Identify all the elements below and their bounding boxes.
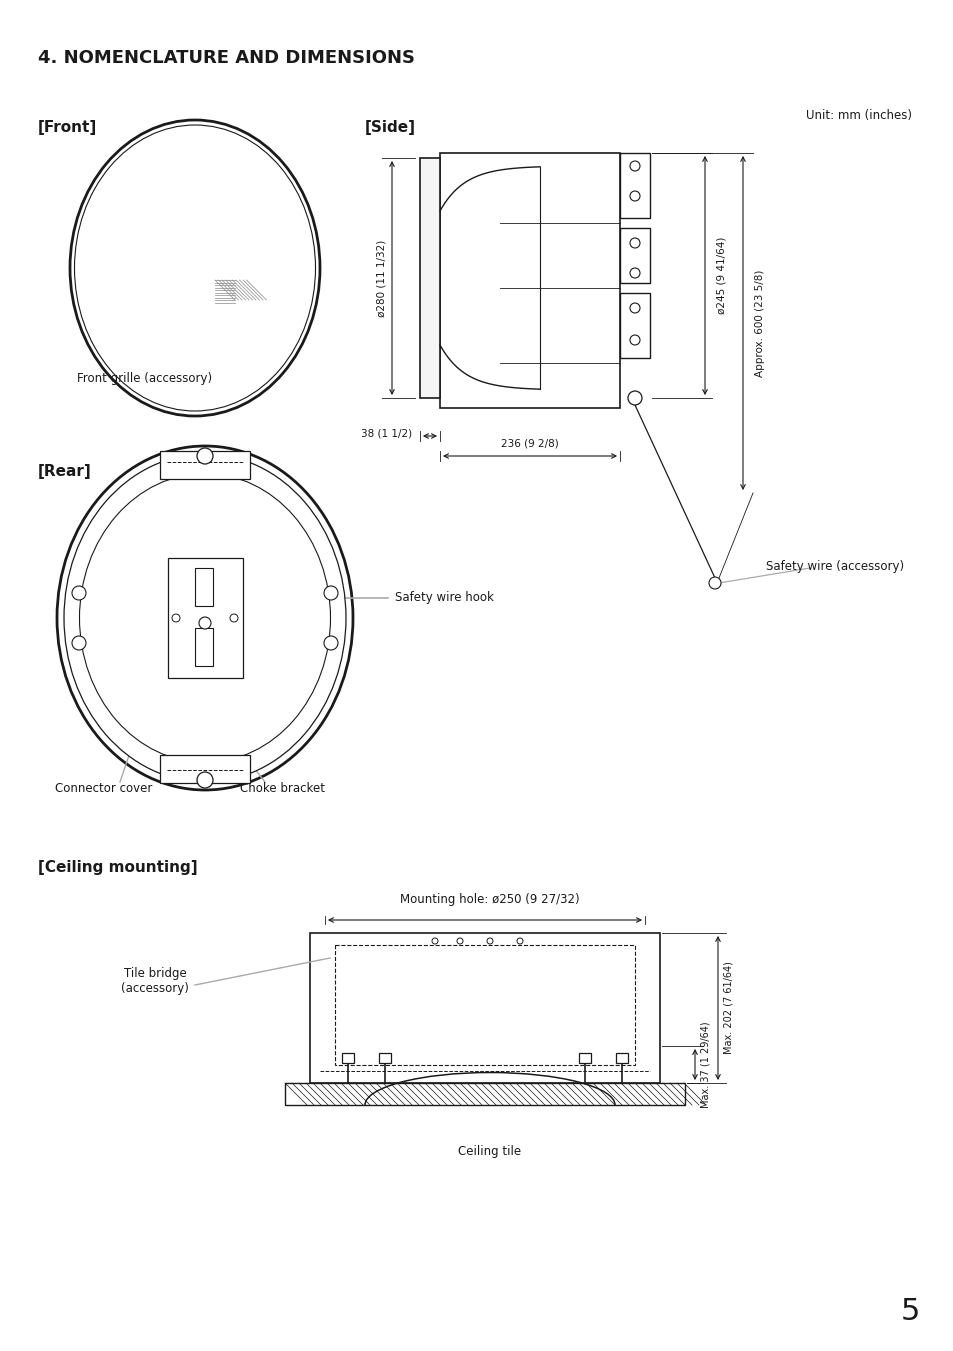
Text: ø245 (9 41/64): ø245 (9 41/64) — [717, 236, 726, 315]
Circle shape — [324, 636, 337, 650]
Bar — [439, 153, 619, 408]
Bar — [619, 153, 649, 218]
Text: Max. 202 (7 61/64): Max. 202 (7 61/64) — [723, 962, 733, 1054]
Ellipse shape — [64, 454, 346, 782]
Text: [Side]: [Side] — [365, 120, 416, 135]
Text: Safety wire (accessory): Safety wire (accessory) — [765, 561, 903, 573]
Text: Tile bridge
(accessory): Tile bridge (accessory) — [121, 967, 189, 994]
Circle shape — [196, 771, 213, 788]
Circle shape — [486, 938, 493, 944]
Text: Unit: mm (inches): Unit: mm (inches) — [805, 108, 911, 122]
Bar — [194, 567, 213, 607]
Ellipse shape — [57, 446, 353, 790]
Circle shape — [199, 617, 211, 630]
Circle shape — [629, 190, 639, 201]
Bar — [619, 293, 649, 358]
Bar — [419, 158, 439, 399]
Circle shape — [172, 613, 180, 621]
Text: Mounting hole: ø250 (9 27/32): Mounting hole: ø250 (9 27/32) — [399, 893, 579, 907]
Text: Choke bracket: Choke bracket — [240, 782, 325, 794]
Bar — [619, 228, 649, 282]
Text: 4. NOMENCLATURE AND DIMENSIONS: 4. NOMENCLATURE AND DIMENSIONS — [38, 49, 415, 68]
Circle shape — [432, 938, 437, 944]
Bar — [285, 1084, 684, 1105]
Circle shape — [629, 335, 639, 345]
Bar — [578, 1052, 590, 1063]
Text: Front grille (accessory): Front grille (accessory) — [77, 372, 213, 385]
Circle shape — [230, 613, 237, 621]
Circle shape — [629, 238, 639, 249]
Text: Ceiling tile: Ceiling tile — [458, 1146, 521, 1158]
Text: Approx. 600 (23 5/8): Approx. 600 (23 5/8) — [754, 269, 764, 377]
Circle shape — [196, 449, 213, 463]
Bar — [194, 628, 213, 666]
Bar — [310, 934, 659, 1084]
Text: Safety wire hook: Safety wire hook — [395, 592, 494, 604]
Text: Max. 37 (1 29/64): Max. 37 (1 29/64) — [700, 1021, 710, 1108]
Text: 38 (1 1/2): 38 (1 1/2) — [360, 428, 412, 438]
Bar — [168, 558, 243, 678]
Bar — [160, 755, 250, 784]
Circle shape — [324, 586, 337, 600]
Text: Connector cover: Connector cover — [55, 782, 152, 794]
Text: [Rear]: [Rear] — [38, 463, 91, 480]
Circle shape — [456, 938, 462, 944]
Circle shape — [71, 636, 86, 650]
Circle shape — [629, 267, 639, 278]
Text: 236 (9 2/8): 236 (9 2/8) — [500, 439, 558, 449]
Circle shape — [71, 586, 86, 600]
Circle shape — [708, 577, 720, 589]
Text: 5: 5 — [900, 1297, 919, 1325]
Circle shape — [629, 161, 639, 172]
Bar — [378, 1052, 391, 1063]
Circle shape — [517, 938, 522, 944]
Bar — [160, 451, 250, 480]
Circle shape — [627, 390, 641, 405]
Text: ø280 (11 1/32): ø280 (11 1/32) — [376, 239, 387, 316]
Bar — [341, 1052, 354, 1063]
Ellipse shape — [74, 126, 315, 411]
Text: [Front]: [Front] — [38, 120, 97, 135]
Text: [Ceiling mounting]: [Ceiling mounting] — [38, 861, 197, 875]
Circle shape — [629, 303, 639, 313]
Ellipse shape — [70, 120, 319, 416]
Ellipse shape — [79, 473, 330, 762]
Bar — [335, 944, 635, 1065]
Bar — [616, 1052, 627, 1063]
